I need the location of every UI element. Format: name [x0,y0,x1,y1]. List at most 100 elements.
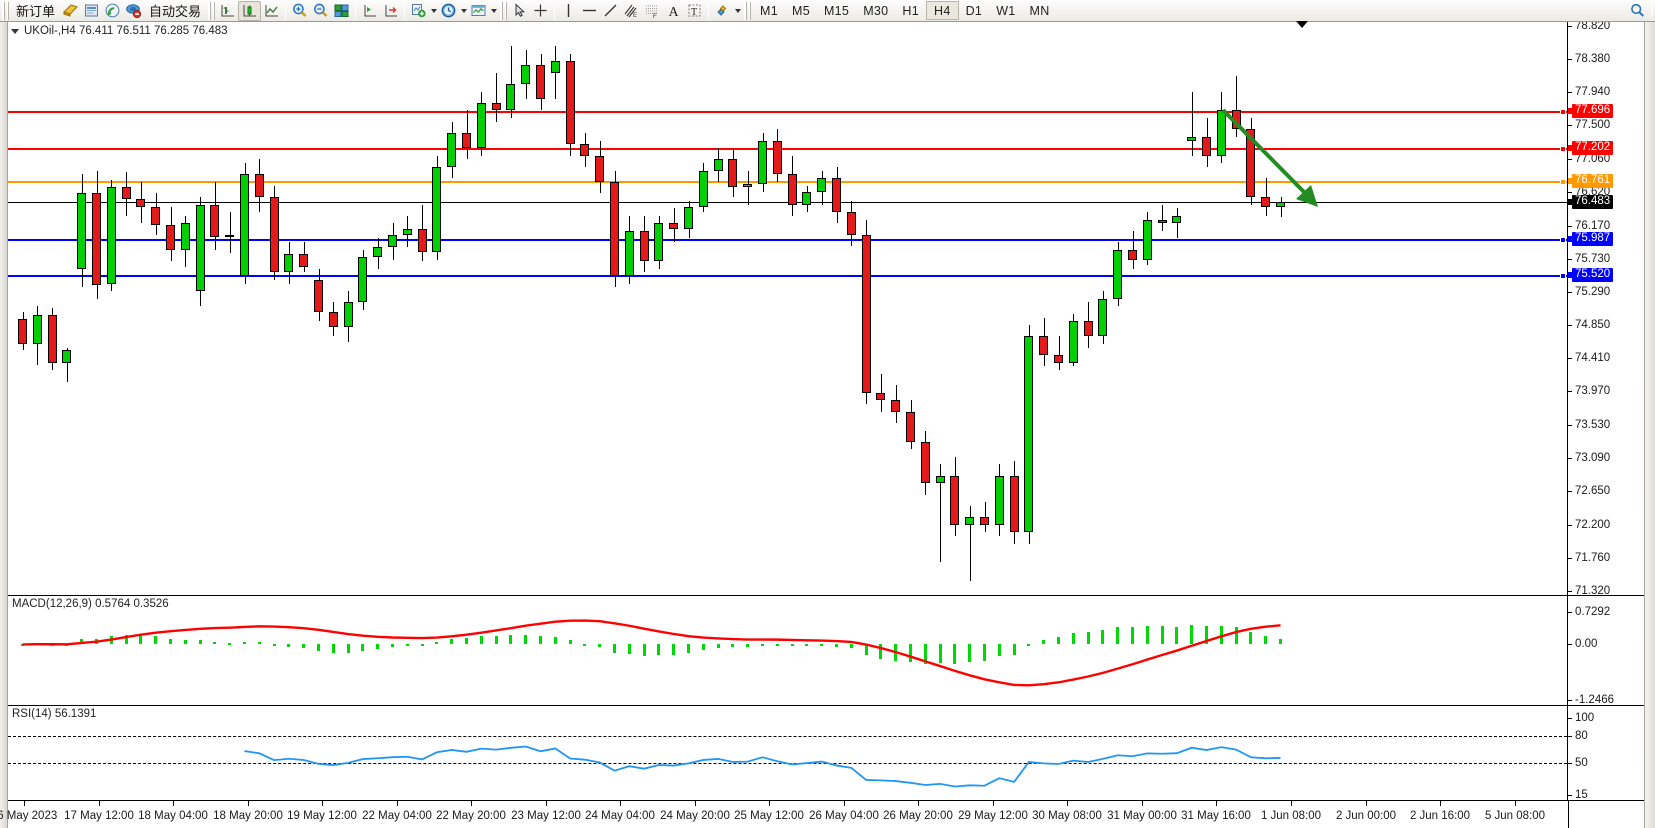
autotrading-button[interactable]: 自动交易 [144,1,206,21]
bar-chart-icon[interactable] [217,1,238,21]
price-level-label-pivot[interactable]: 76.761 [1572,174,1614,189]
price-tick-label: 74.850 [1575,319,1611,332]
shapes-dropdown-caret-icon[interactable] [733,8,742,13]
price-level-label-support-1[interactable]: 75.987 [1572,232,1614,247]
candle-body [1009,475,1019,533]
price-level-label-support-2[interactable]: 75.520 [1572,267,1614,282]
price-level-line-resistance-2[interactable] [8,145,1567,152]
candle-body [284,253,294,273]
timeframe-m15[interactable]: M15 [823,3,850,18]
price-level-handle[interactable] [1560,145,1566,152]
templates-dropdown-caret-icon[interactable] [489,8,498,13]
time-axis[interactable]: 16 May 2023 17 May 12:00 18 May 04:00 18 Ma… [0,800,1568,828]
timeframe-m1[interactable]: M1 [760,3,778,18]
price-pane[interactable]: UKOil-,H4 76.411 76.511 76.285 76.483 78… [8,22,1655,595]
macd-histogram-bar [509,635,513,645]
indicators-icon[interactable] [408,1,429,21]
macd-histogram-bar [65,644,69,647]
macd-pane[interactable]: MACD(12,26,9) 0.5764 0.3526 0.7292 0.00 -1… [8,595,1655,705]
timeframe-d1[interactable]: D1 [965,3,983,18]
vertical-scrollbar[interactable] [1644,22,1655,828]
time-tick [1142,801,1143,806]
crosshair-icon[interactable] [530,1,551,21]
price-tick [1568,591,1572,592]
time-tick [248,801,249,806]
text-icon[interactable]: A [663,1,684,21]
toolbar-grip[interactable] [2,1,9,20]
hline-icon[interactable] [579,1,600,21]
price-tick-label: 77.060 [1575,152,1611,165]
chart-area: UKOil-,H4 76.411 76.511 76.285 76.483 78… [0,21,1655,828]
tile-windows-icon[interactable] [331,1,352,21]
price-axis[interactable]: 78.820 78.380 77.940 77.500 77.060 76.620 76.1… [1568,22,1655,595]
new-order-button[interactable]: 新订单 [11,1,60,21]
price-level-handle[interactable] [1560,272,1566,279]
vline-icon[interactable] [558,1,579,21]
period-icon[interactable] [438,1,459,21]
search-icon[interactable] [1627,1,1648,21]
rsi-plot[interactable] [8,706,1568,800]
trendline-icon[interactable] [600,1,621,21]
candle-body [610,181,619,277]
fibonacci-icon[interactable]: F [642,1,663,21]
symbol-caret-icon[interactable] [11,28,19,34]
price-level-handle[interactable] [1560,237,1566,244]
price-tick-label: 73.970 [1575,385,1611,398]
timeframe-w1[interactable]: W1 [996,3,1016,18]
price-tick-label: 73.530 [1575,418,1611,431]
price-level-line-support-1[interactable] [8,237,1567,244]
scrollbar-thumb[interactable] [1646,436,1652,446]
toolbar-grip-4[interactable] [744,1,752,20]
candle-body [151,206,161,225]
macd-histogram-bar [716,644,720,648]
price-level-line-support-2[interactable] [8,272,1567,279]
candle-body [328,312,338,328]
price-level-label-resistance-2[interactable]: 77.202 [1572,140,1614,155]
price-level-line-resistance-1[interactable] [8,108,1567,115]
signals-icon[interactable] [102,1,123,21]
toolbar-grip-3[interactable] [500,1,508,20]
chart-shift-icon[interactable] [359,1,380,21]
price-level-axis-knob [1568,107,1573,114]
cursor-icon[interactable] [509,1,530,21]
macd-plot[interactable] [8,596,1568,705]
expert-advisor-icon[interactable] [60,1,81,21]
line-chart-icon[interactable] [261,1,282,21]
candle-body [1187,136,1197,141]
time-tick-label: 5 Jun 08:00 [1484,810,1546,822]
macd-histogram-bar [317,644,320,652]
news-icon[interactable] [81,1,102,21]
timeframe-h4[interactable]: H4 [926,1,959,20]
label-icon[interactable]: T [684,1,705,21]
zoom-in-icon[interactable] [289,1,310,21]
zoom-out-icon[interactable] [310,1,331,21]
price-level-label-last-price[interactable]: 76.483 [1572,195,1614,210]
rsi-axis[interactable]: 100 80 50 15 [1568,706,1655,800]
toolbar-grip-2[interactable] [208,1,216,20]
candle-wick [1281,197,1282,218]
timeframe-mn[interactable]: MN [1029,3,1050,18]
price-level-line-pivot[interactable] [8,179,1567,186]
period-dropdown-caret-icon[interactable] [459,8,468,13]
price-level-handle[interactable] [1560,179,1566,186]
macd-axis[interactable]: 0.7292 0.00 -1.2466 [1568,596,1655,705]
candle-body [1261,197,1271,207]
indicators-dropdown-caret-icon[interactable] [429,8,438,13]
price-level-handle[interactable] [1560,108,1566,115]
equidistant-channel-icon[interactable]: E [621,1,642,21]
shapes-icon[interactable] [712,1,733,21]
candle-body [92,193,101,286]
price-level-label-resistance-1[interactable]: 77.696 [1572,103,1614,118]
price-plot[interactable] [8,22,1568,595]
macd-histogram-bar [731,644,735,648]
rsi-pane[interactable]: RSI(14) 56.1391 100 80 50 15 [8,705,1655,800]
timeframe-m30[interactable]: M30 [863,3,889,18]
auto-scroll-icon[interactable] [380,1,401,21]
autotrading-icon[interactable] [123,1,144,21]
candlestick-chart-icon[interactable] [238,0,262,21]
timeframe-m5[interactable]: M5 [792,3,810,18]
timeframe-h1[interactable]: H1 [902,3,919,18]
macd-histogram-bar [583,643,587,646]
templates-icon[interactable] [468,1,489,21]
candle-wick [1177,208,1178,239]
